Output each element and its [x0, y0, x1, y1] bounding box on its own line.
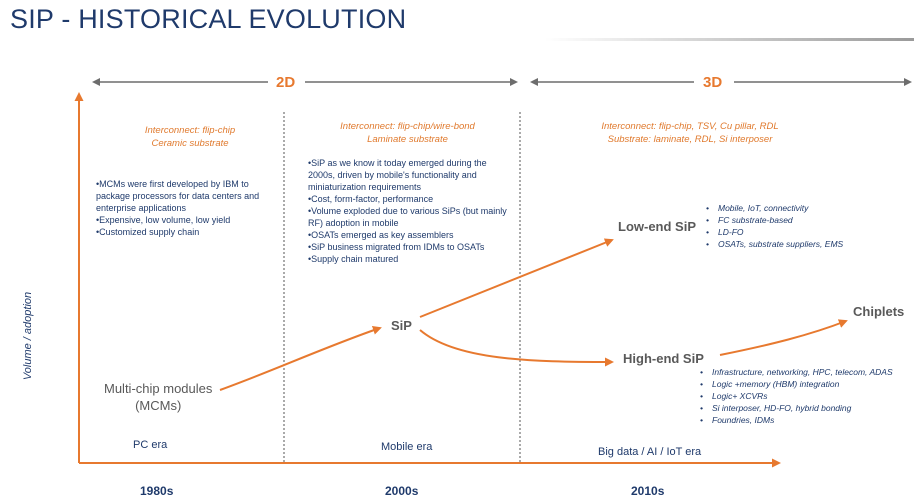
- bullet-line: •MCMs were first developed by IBM to: [96, 179, 249, 189]
- arrow-highend-to-chiplets: [719, 319, 848, 356]
- bullet-line: •Supply chain matured: [308, 254, 399, 264]
- bullet-line: •OSATs emerged as key assemblers: [308, 230, 454, 240]
- node-mcm-line1: Multi-chip modules: [104, 381, 213, 396]
- bullet-line: miniaturization requirements: [308, 182, 422, 192]
- bullet-line: 2000s, driven by mobile's functionality …: [308, 170, 477, 180]
- bullet-line: •Customized supply chain: [96, 227, 200, 237]
- era-label-bigdata: Big data / AI / IoT era: [598, 446, 702, 458]
- y-axis-label: Volume / adoption: [22, 291, 35, 381]
- node-lowend-sip: Low-end SiP: [618, 219, 696, 234]
- interconnect-2000s: Interconnect: flip-chip/wire-bond Lamina…: [320, 120, 495, 146]
- node-highend-sip: High-end SiP: [623, 351, 704, 366]
- list-item: Logic+ XCVRs: [700, 390, 893, 402]
- list-item: LD-FO: [706, 226, 843, 238]
- arrow-sip-to-lowend: [419, 238, 614, 318]
- node-mcm-line2: (MCMs): [135, 398, 182, 413]
- interconnect-1980s: Interconnect: flip-chip Ceramic substrat…: [120, 124, 260, 150]
- era-label-pc: PC era: [133, 439, 168, 451]
- bullet-line: •Volume exploded due to various SiPs (bu…: [308, 206, 507, 216]
- lowend-bullets: Mobile, IoT, connectivity FC substrate-b…: [706, 202, 843, 250]
- decade-2010s: 2010s: [631, 484, 665, 498]
- bullet-line: •SiP business migrated from IDMs to OSAT…: [308, 242, 485, 252]
- era-tag-3d: 3D: [703, 74, 723, 91]
- arrow-sip-to-highend: [419, 329, 614, 367]
- interconnect-2010s-line1: Interconnect: flip-chip, TSV, Cu pillar,…: [601, 121, 779, 132]
- era-tag-2d: 2D: [276, 74, 296, 91]
- interconnect-2010s-line2: Substrate: laminate, RDL, Si interposer: [607, 134, 773, 145]
- list-item: Si interposer, HD-FO, hybrid bonding: [700, 402, 893, 414]
- decade-1980s: 1980s: [140, 484, 174, 498]
- node-sip: SiP: [391, 318, 412, 333]
- list-item: Logic +memory (HBM) integration: [700, 378, 893, 390]
- era-label-mobile: Mobile era: [381, 441, 433, 453]
- bullet-line: enterprise applications: [96, 203, 187, 213]
- bullet-line: •Expensive, low volume, low yield: [96, 215, 231, 225]
- highend-bullets: Infrastructure, networking, HPC, telecom…: [700, 366, 893, 426]
- node-mcm: Multi-chip modules (MCMs): [104, 380, 212, 414]
- decade-2000s: 2000s: [385, 484, 419, 498]
- interconnect-2000s-line2: Laminate substrate: [367, 134, 448, 145]
- title-underline: [545, 38, 914, 41]
- list-item: Foundries, IDMs: [700, 414, 893, 426]
- list-item: OSATs, substrate suppliers, EMS: [706, 238, 843, 250]
- interconnect-1980s-line1: Interconnect: flip-chip: [144, 125, 236, 136]
- bullet-line: •Cost, form-factor, performance: [308, 194, 434, 204]
- list-item: Infrastructure, networking, HPC, telecom…: [700, 366, 893, 378]
- list-item: Mobile, IoT, connectivity: [706, 202, 843, 214]
- page-title: SIP - HISTORICAL EVOLUTION: [10, 4, 407, 34]
- interconnect-2000s-line1: Interconnect: flip-chip/wire-bond: [340, 121, 475, 132]
- bullet-line: package processors for data centers and: [96, 191, 260, 201]
- bullets-1980s: •MCMs were first developed by IBM to pac…: [96, 178, 259, 238]
- bullet-line: •SiP as we know it today emerged during …: [308, 158, 487, 168]
- node-chiplets: Chiplets: [853, 304, 905, 319]
- arrow-mcm-to-sip: [219, 325, 382, 391]
- interconnect-1980s-line2: Ceramic substrate: [151, 138, 229, 149]
- bullet-line: RF) adoption in mobile: [308, 218, 399, 228]
- bullets-2000s: •SiP as we know it today emerged during …: [308, 157, 507, 265]
- list-item: FC substrate-based: [706, 214, 843, 226]
- interconnect-2010s: Interconnect: flip-chip, TSV, Cu pillar,…: [585, 120, 795, 146]
